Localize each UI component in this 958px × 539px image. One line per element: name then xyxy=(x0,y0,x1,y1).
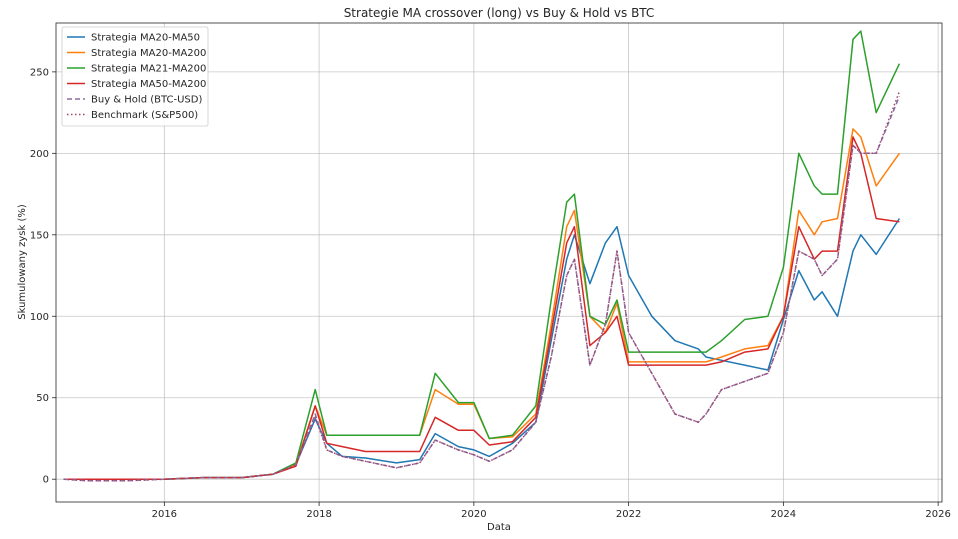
y-axis-label: Skumulowany zysk (%) xyxy=(17,204,28,320)
series-line-6 xyxy=(63,91,901,482)
y-tick-label: 50 xyxy=(36,393,49,404)
x-axis-label: Data xyxy=(487,522,511,533)
chart-title: Strategie MA crossover (long) vs Buy & H… xyxy=(344,6,655,20)
legend-label: Strategia MA20-MA200 xyxy=(91,48,206,59)
series-line-4 xyxy=(63,136,900,480)
x-tick-label: 2020 xyxy=(461,509,486,520)
legend-label: Strategia MA20-MA50 xyxy=(91,33,200,44)
axis-ticks: 2016 2018 2020 2022 2024 2026 0 50 100 150 200 250 xyxy=(30,67,951,520)
x-tick-label: 2018 xyxy=(306,509,331,520)
legend-label: Strategia MA50-MA200 xyxy=(91,79,206,90)
plot-area-frame xyxy=(55,22,943,503)
legend-box xyxy=(61,26,209,127)
y-tick-label: 250 xyxy=(30,67,49,78)
grid xyxy=(56,23,942,502)
series-line-1 xyxy=(63,218,901,480)
x-tick-label: 2016 xyxy=(152,509,177,520)
y-tick-label: 200 xyxy=(30,149,49,160)
legend: Strategia MA20-MA50 Strategia MA20-MA200 S… xyxy=(61,26,209,127)
y-tick-label: 150 xyxy=(30,230,49,241)
y-tick-label: 100 xyxy=(30,312,49,323)
x-tick-label: 2024 xyxy=(771,509,796,520)
series-line-3 xyxy=(63,30,901,480)
legend-label: Benchmark (S&P500) xyxy=(91,110,198,121)
y-tick-label: 0 xyxy=(43,475,49,486)
legend-label: Strategia MA21-MA200 xyxy=(91,64,206,75)
x-tick-label: 2026 xyxy=(925,509,950,520)
x-tick-label: 2022 xyxy=(616,509,641,520)
series-lines xyxy=(63,30,901,482)
legend-label: Buy & Hold (BTC-USD) xyxy=(91,95,202,106)
